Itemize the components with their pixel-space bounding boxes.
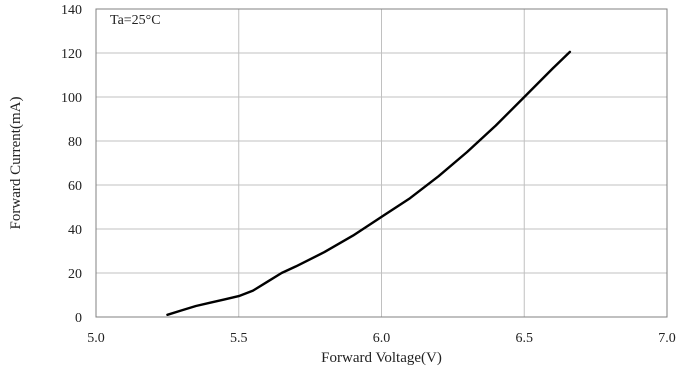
x-axis-ticks: 5.0 5.5 6.0 6.5 7.0	[87, 331, 676, 346]
x-tick-label: 6.5	[516, 331, 534, 346]
x-tick-label: 7.0	[658, 331, 676, 346]
y-tick-label: 40	[68, 223, 82, 238]
y-tick-label: 120	[61, 47, 82, 62]
y-tick-label: 0	[75, 311, 82, 326]
x-tick-label: 6.0	[373, 331, 391, 346]
series-line	[166, 50, 572, 316]
y-tick-label: 60	[68, 179, 82, 194]
y-axis-title: Forward Current(mA)	[8, 97, 24, 230]
plot-frame	[95, 8, 668, 318]
y-tick-label: 80	[68, 135, 82, 150]
y-axis-ticks: 0 20 40 60 80 100 120 140	[61, 3, 82, 326]
x-tick-label: 5.0	[87, 331, 105, 346]
x-axis-title: Forward Voltage(V)	[321, 350, 442, 366]
y-tick-label: 100	[61, 91, 82, 106]
temperature-annotation: Ta=25°C	[110, 13, 161, 28]
y-tick-label: 20	[68, 267, 82, 282]
x-tick-label: 5.5	[230, 331, 248, 346]
y-tick-label: 140	[61, 3, 82, 18]
grid-lines	[96, 9, 667, 317]
